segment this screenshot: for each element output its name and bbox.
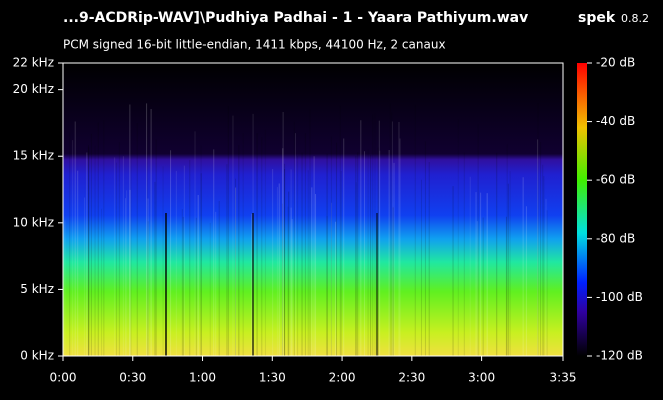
- colorbar-tick-label: -80 dB: [596, 231, 635, 245]
- x-tick-label: 1:30: [259, 371, 286, 385]
- color-bar: [577, 63, 587, 356]
- app-version: 0.8.2: [621, 12, 649, 25]
- spectrogram: [63, 63, 563, 356]
- file-title: ...9-ACDRip-WAV]\Pudhiya Padhai - 1 - Ya…: [63, 10, 528, 26]
- x-tick-label: 3:00: [468, 371, 495, 385]
- colorbar-tick-label: -40 dB: [596, 114, 635, 128]
- colorbar-tick-label: -120 dB: [596, 349, 643, 363]
- colorbar-tick-label: -20 dB: [596, 56, 635, 70]
- x-tick-label: 1:00: [189, 371, 216, 385]
- x-tick-label: 2:00: [329, 371, 356, 385]
- app-name: spek: [578, 10, 616, 26]
- colorbar-tick-label: -100 dB: [596, 290, 643, 304]
- x-tick-label: 0:30: [119, 371, 146, 385]
- subtitle: PCM signed 16-bit little-endian, 1411 kb…: [63, 38, 446, 52]
- plot-frame: [62, 62, 564, 357]
- y-tick-label: 20 kHz: [13, 82, 54, 96]
- x-tick-label: 2:30: [398, 371, 425, 385]
- spectrogram-texture: [62, 103, 548, 356]
- y-tick-label: 5 kHz: [20, 282, 54, 296]
- x-tick-label: 0:00: [50, 371, 77, 385]
- y-tick-label: 0 kHz: [20, 349, 54, 363]
- y-tick-label: 10 kHz: [13, 215, 54, 229]
- y-tick-label: 22 kHz: [13, 56, 54, 70]
- x-tick-label: 3:35: [550, 371, 577, 385]
- y-tick-label: 15 kHz: [13, 149, 54, 163]
- colorbar-tick-label: -60 dB: [596, 173, 635, 187]
